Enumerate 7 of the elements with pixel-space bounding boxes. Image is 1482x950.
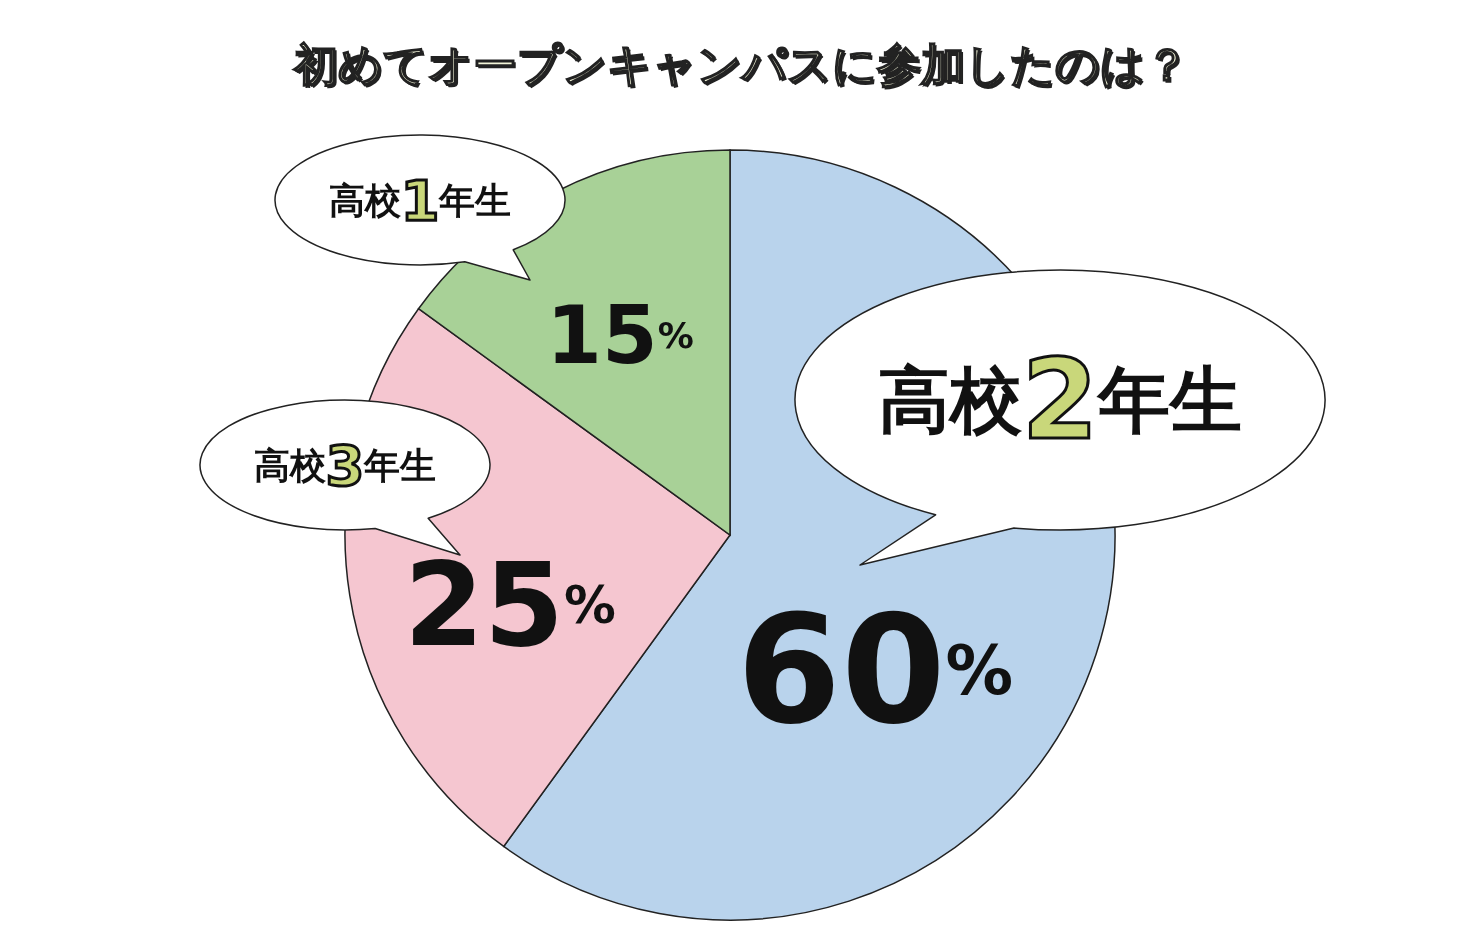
data-label: 15% — [546, 288, 694, 382]
data-label: 25% — [404, 538, 616, 672]
slice-label: 高校1年生 — [328, 167, 512, 233]
data-label: 60% — [736, 583, 1014, 757]
slice-label: 高校3年生 — [253, 432, 437, 498]
chart-title: 初めてオープンキャンパスに参加したのは？ — [292, 38, 1190, 92]
slice-label: 高校2年生 — [877, 336, 1243, 464]
